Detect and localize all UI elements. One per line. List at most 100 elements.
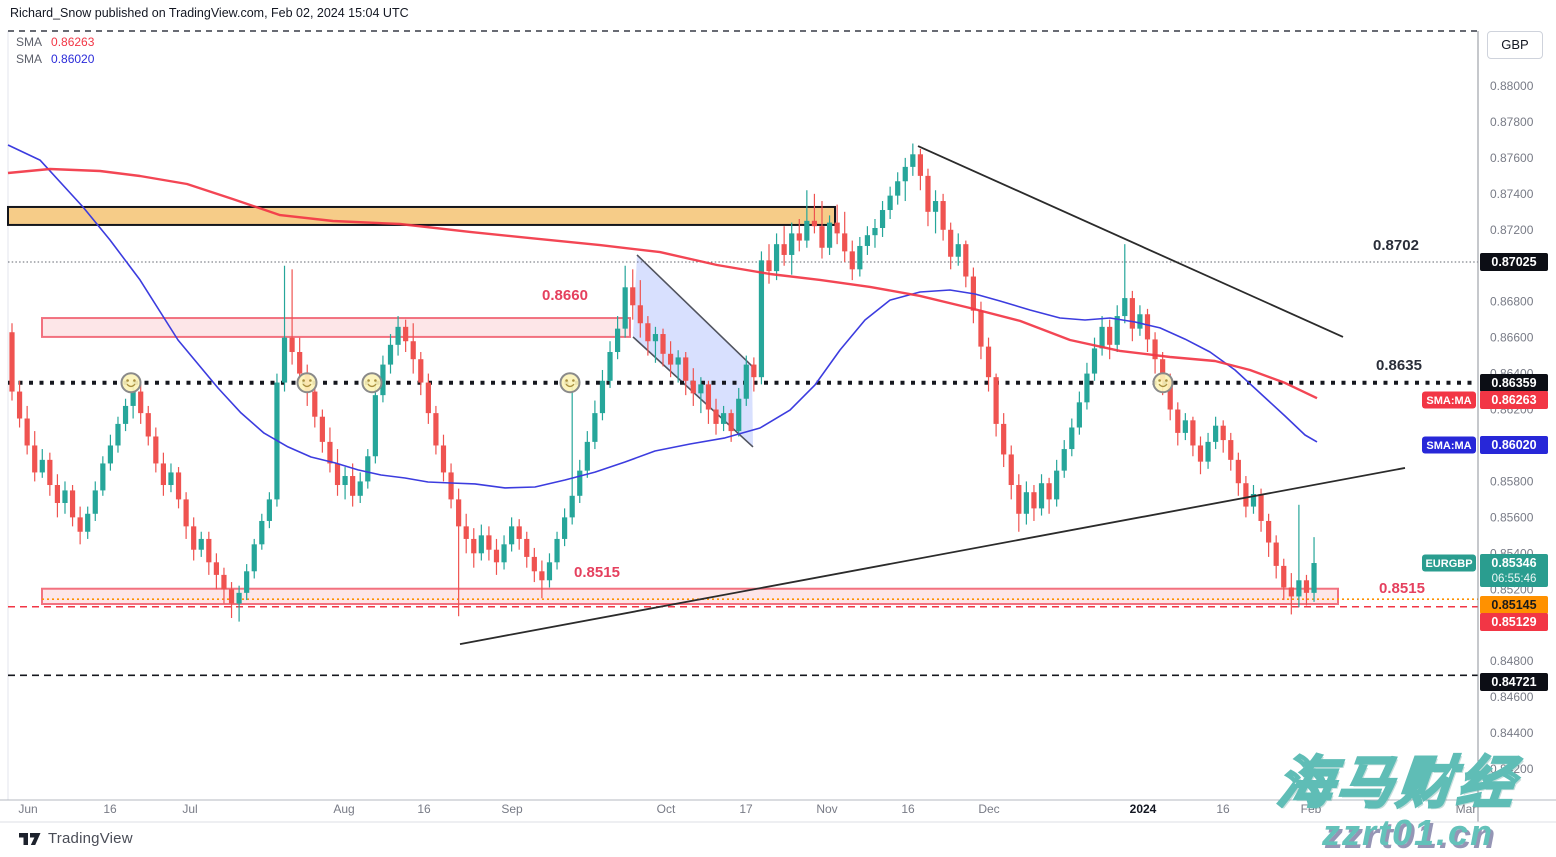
candle-body — [531, 556, 537, 572]
bear-flag-channel-fill[interactable] — [633, 254, 753, 447]
smiley-marker-icon[interactable] — [120, 372, 142, 394]
sma-slow-legend-row[interactable]: SMA 0.86020 — [16, 51, 94, 68]
candle-body — [917, 154, 923, 176]
time-axis-tick-Sep[interactable]: Sep — [501, 802, 523, 816]
plot-level-label: 0.8515 — [574, 564, 620, 581]
candle-body — [9, 332, 15, 392]
candle-body — [615, 328, 621, 353]
time-axis-tick-17[interactable]: 17 — [739, 802, 753, 816]
smiley-eye — [309, 379, 312, 382]
time-axis-tick-Feb[interactable]: Feb — [1301, 802, 1322, 816]
candle-body — [1091, 348, 1098, 374]
candle-body — [77, 517, 83, 532]
candle-body — [244, 571, 250, 593]
candle-body — [895, 181, 901, 196]
candle-body — [463, 526, 469, 539]
price-label-0.85346 — [1480, 554, 1548, 587]
smiley-mouth — [126, 383, 136, 388]
candle-body — [781, 244, 787, 255]
candle-body — [107, 445, 114, 464]
time-axis-tick-16[interactable]: 16 — [1216, 802, 1230, 816]
time-axis-tick-Jul[interactable]: Jul — [182, 802, 197, 816]
smiley-marker-icon[interactable] — [296, 372, 318, 394]
price-label-text: 0.85145 — [1491, 598, 1536, 612]
time-axis-tick-2024[interactable]: 2024 — [1130, 802, 1157, 816]
attribution-footer: TradingView — [18, 830, 133, 847]
time-axis-tick-16[interactable]: 16 — [417, 802, 431, 816]
candle-body — [213, 562, 219, 575]
countdown-text: 06:55:46 — [1492, 573, 1537, 585]
candle-body — [39, 459, 45, 473]
candle-body — [736, 398, 742, 432]
candle-body — [62, 490, 68, 503]
candle-body — [1114, 316, 1120, 345]
supply-zone-0.8723-0.8733[interactable] — [7, 205, 836, 226]
candle-body — [1220, 425, 1226, 441]
candle-body — [251, 544, 257, 572]
candle-body — [24, 418, 30, 446]
candle-body — [1152, 339, 1158, 360]
price-axis-tick: 0.85600 — [1490, 510, 1534, 524]
candle-body — [85, 513, 91, 532]
price-axis-tick: 0.84200 — [1490, 762, 1534, 776]
sma-fast-legend-row[interactable]: SMA 0.86263 — [16, 34, 94, 51]
time-axis-tick-16[interactable]: 16 — [103, 802, 117, 816]
price-label-0.85129 — [1480, 613, 1548, 631]
tradingview-brand[interactable]: TradingView — [48, 830, 133, 847]
price-axis-tick: 0.87600 — [1490, 151, 1534, 165]
smiley-marker-icon[interactable] — [559, 372, 581, 394]
candle-body — [1076, 402, 1082, 428]
support-zone-0.8515[interactable] — [41, 587, 1339, 606]
currency-button[interactable]: GBP — [1487, 31, 1543, 59]
candle-body — [607, 352, 613, 381]
candle-body — [758, 260, 765, 378]
candle-body — [130, 391, 136, 406]
candle-body — [440, 445, 447, 473]
candle-body — [1228, 440, 1234, 460]
descending-trendline[interactable] — [917, 145, 1344, 338]
axis-badge-SMA:MA — [1422, 436, 1476, 454]
candle-body — [138, 391, 144, 414]
candle-body — [281, 337, 288, 383]
time-axis-tick-Dec[interactable]: Dec — [978, 802, 999, 816]
candle-body — [804, 220, 810, 241]
candle-body — [751, 364, 757, 378]
candle-body — [948, 229, 954, 257]
candle-body — [713, 409, 719, 424]
candle-body — [667, 353, 674, 365]
candle-body — [1129, 298, 1135, 329]
candle-body — [683, 357, 689, 381]
time-axis-tick-Mar[interactable]: Mar — [1456, 802, 1477, 816]
candle-body — [1213, 425, 1219, 442]
smiley-mouth — [367, 383, 377, 388]
candle-body — [789, 233, 795, 255]
tradingview-logo-icon[interactable] — [18, 831, 41, 847]
candle-body — [191, 526, 197, 550]
time-axis-tick-Jun[interactable]: Jun — [18, 802, 37, 816]
time-axis-tick-Aug[interactable]: Aug — [333, 802, 354, 816]
candle-body — [395, 326, 401, 345]
candle-body — [54, 485, 61, 503]
smiley-marker-icon[interactable] — [1152, 372, 1174, 394]
resistance-zone-0.8660[interactable] — [41, 317, 631, 338]
sma-slow-legend-value: 0.86020 — [51, 52, 95, 66]
plot-level-label: 0.8660 — [542, 287, 588, 304]
candle-body — [766, 260, 772, 272]
ascending-trendline[interactable] — [459, 467, 1406, 645]
candle-body — [387, 344, 394, 365]
candle-body — [1038, 483, 1045, 509]
candle-body — [743, 364, 749, 399]
candle-body — [32, 445, 38, 473]
indicator-legend: SMA 0.86263 SMA 0.86020 — [16, 34, 94, 68]
bear-flag-channel-upper[interactable] — [636, 254, 753, 367]
smiley-eye — [572, 379, 575, 382]
smiley-marker-icon[interactable] — [361, 372, 383, 394]
candle-body — [842, 233, 848, 252]
price-axis-tick: 0.85800 — [1490, 474, 1534, 488]
time-axis-tick-Nov[interactable]: Nov — [816, 802, 837, 816]
time-axis-tick-Oct[interactable]: Oct — [657, 802, 676, 816]
candle-body — [834, 222, 840, 234]
time-axis-tick-16[interactable]: 16 — [901, 802, 915, 816]
candle-body — [978, 310, 984, 347]
